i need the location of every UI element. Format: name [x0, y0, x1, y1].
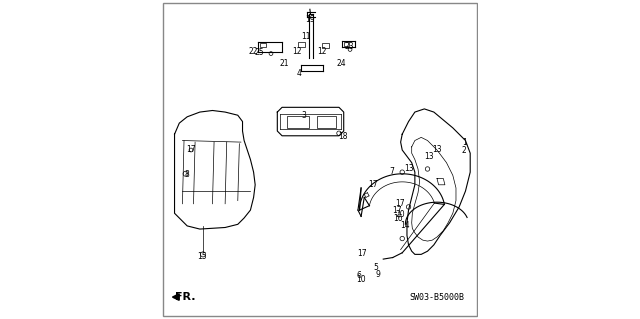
Bar	[344, 42, 349, 46]
Text: 3: 3	[301, 111, 306, 120]
Text: 23: 23	[344, 42, 354, 51]
Text: 12: 12	[317, 47, 327, 56]
Text: 17: 17	[368, 180, 378, 189]
Text: 17: 17	[186, 145, 196, 154]
Text: 6: 6	[356, 271, 361, 280]
Text: 13: 13	[432, 145, 442, 153]
Bar	[298, 42, 305, 47]
Text: 21: 21	[280, 59, 289, 68]
Bar	[260, 43, 266, 47]
Text: 25: 25	[255, 48, 264, 57]
Text: 20: 20	[395, 210, 405, 219]
Text: 1: 1	[462, 137, 467, 147]
Text: 18: 18	[339, 132, 348, 141]
Text: 17: 17	[395, 199, 405, 208]
Text: 5: 5	[374, 263, 379, 272]
Text: 7: 7	[390, 167, 394, 176]
Text: SW03-B5000B: SW03-B5000B	[410, 293, 465, 301]
Text: 4: 4	[296, 69, 301, 78]
Bar	[321, 43, 328, 48]
Text: 19: 19	[305, 15, 315, 24]
Bar	[287, 116, 309, 128]
Text: 24: 24	[337, 59, 346, 68]
Text: 17: 17	[357, 249, 367, 258]
Bar	[317, 116, 336, 128]
Text: 13: 13	[404, 164, 414, 173]
Text: 10: 10	[356, 275, 366, 284]
Text: 2: 2	[462, 145, 467, 154]
Text: 15: 15	[198, 252, 207, 261]
Text: 12: 12	[292, 47, 301, 56]
Text: 16: 16	[394, 214, 403, 223]
Text: 13: 13	[424, 152, 434, 161]
Text: 8: 8	[184, 170, 189, 179]
Text: 11: 11	[301, 32, 310, 41]
Text: 9: 9	[376, 270, 380, 279]
Text: 22: 22	[248, 47, 258, 56]
Text: FR.: FR.	[175, 292, 195, 302]
Text: 17: 17	[392, 206, 402, 215]
Text: 14: 14	[400, 221, 410, 230]
